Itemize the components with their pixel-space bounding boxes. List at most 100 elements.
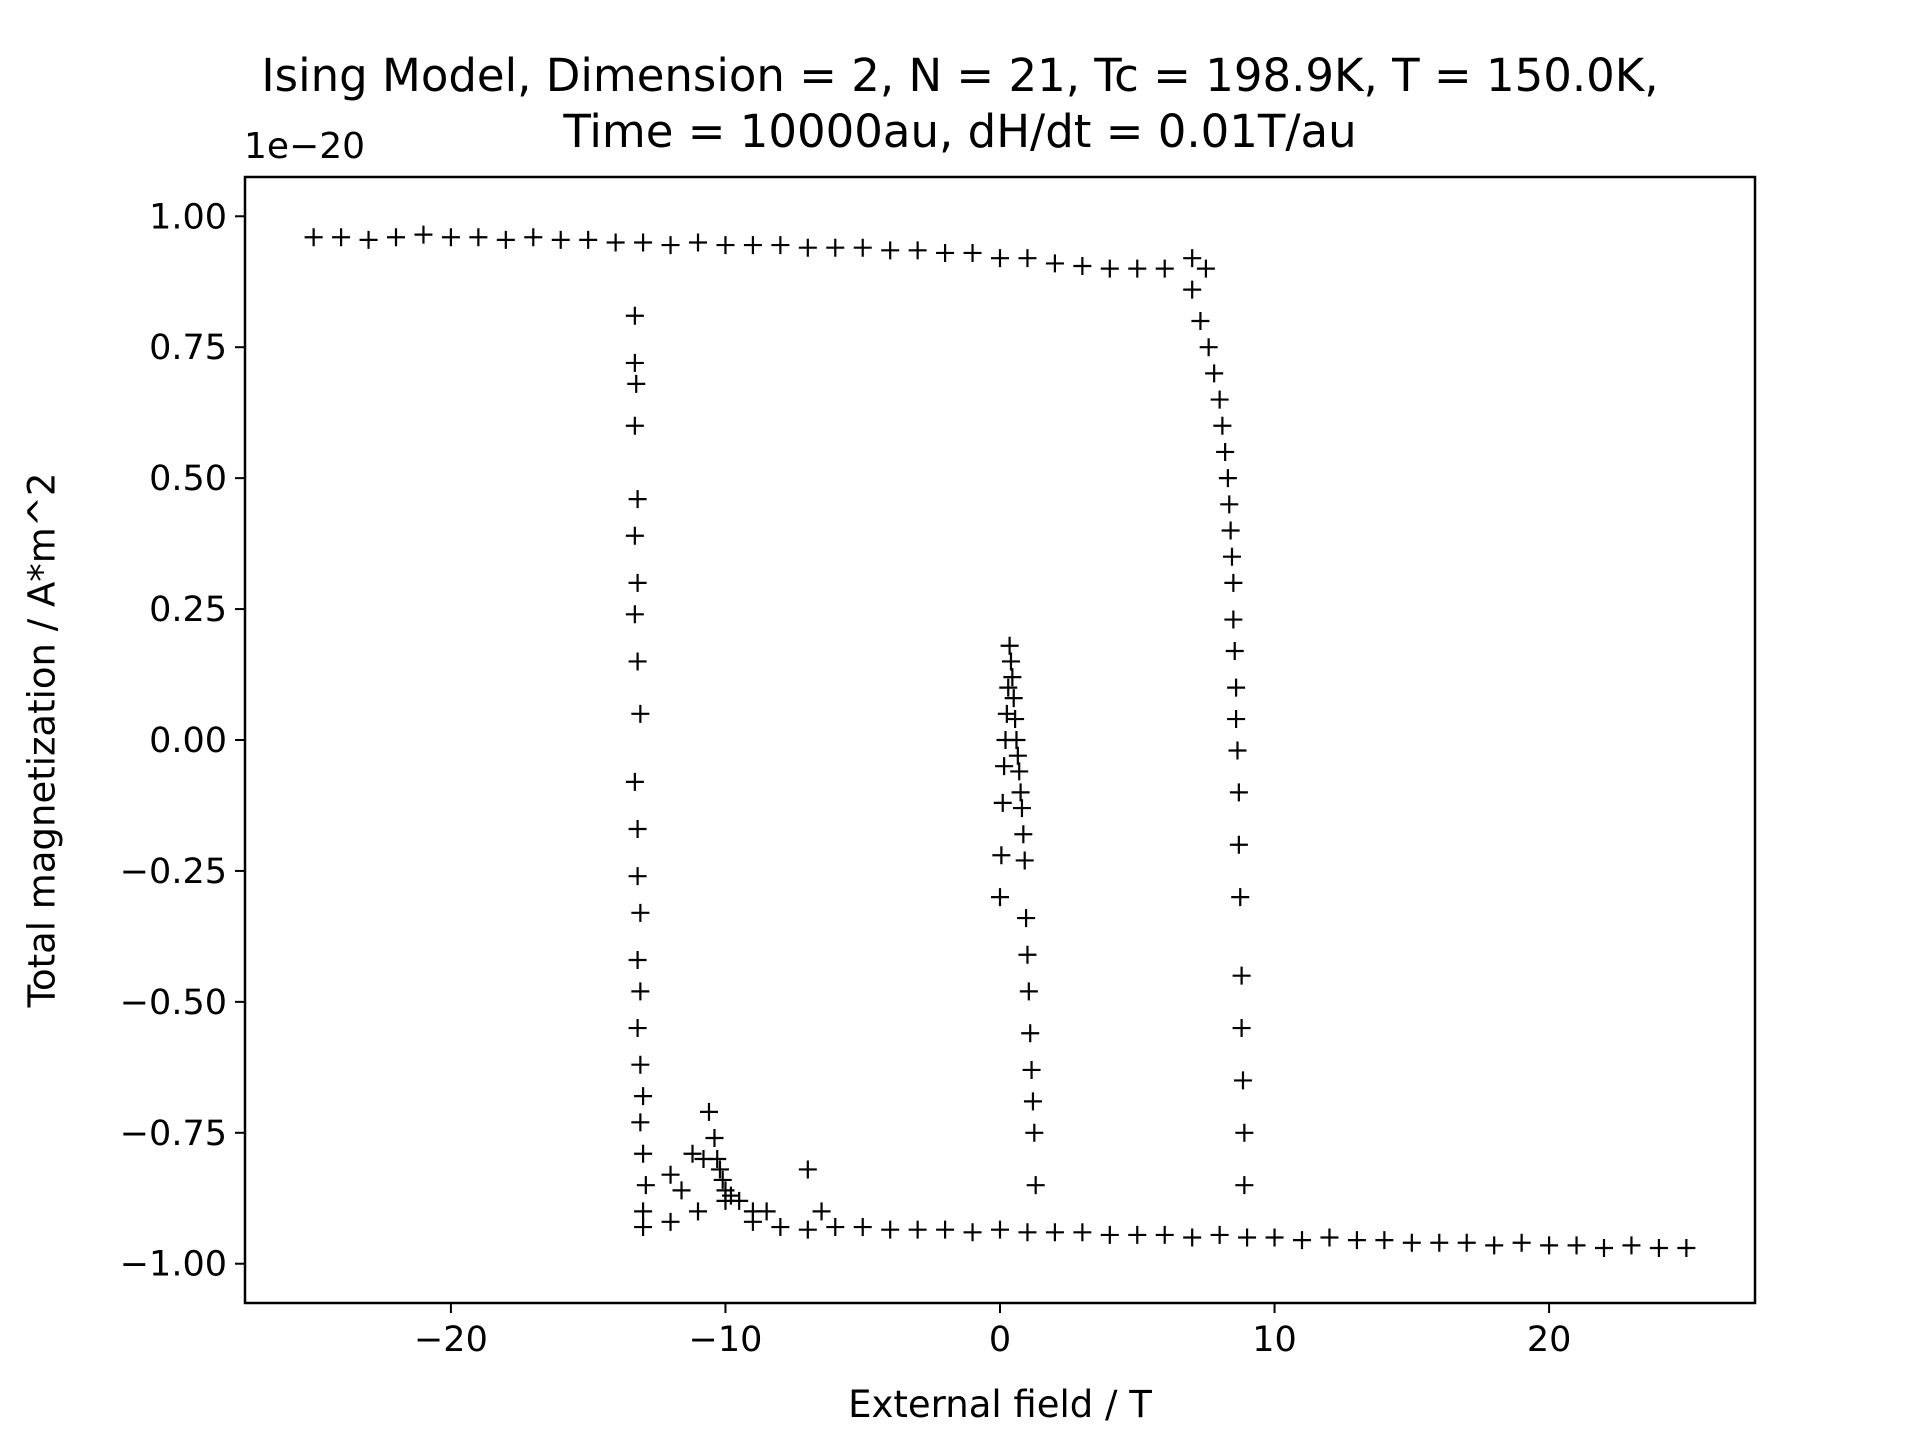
data-marker	[1022, 1060, 1041, 1079]
data-marker	[1232, 1019, 1251, 1038]
data-marker	[1222, 547, 1241, 566]
data-marker	[963, 243, 982, 262]
data-marker	[936, 1220, 955, 1239]
data-marker	[1025, 1123, 1044, 1142]
data-marker	[1012, 799, 1031, 818]
data-marker	[1567, 1236, 1586, 1255]
data-marker	[628, 820, 647, 839]
data-marker	[634, 1218, 653, 1237]
data-marker	[1213, 416, 1232, 435]
data-marker	[689, 1202, 707, 1221]
data-marker	[1216, 442, 1235, 461]
data-marker	[812, 1202, 831, 1221]
data-marker	[628, 867, 647, 886]
data-marker	[853, 238, 872, 257]
data-marker	[1231, 888, 1250, 907]
data-marker	[1540, 1236, 1559, 1255]
data-marker	[524, 228, 543, 247]
y-tick-label: −1.00	[120, 1245, 227, 1285]
data-marker	[1218, 469, 1237, 488]
data-marker	[1045, 254, 1064, 273]
data-marker	[991, 888, 1009, 907]
data-marker	[1224, 573, 1243, 592]
data-marker	[625, 306, 644, 325]
data-marker	[710, 1160, 729, 1179]
data-marker	[1019, 982, 1038, 1001]
data-marker	[1235, 1123, 1254, 1142]
data-marker	[1073, 1223, 1092, 1242]
data-marker	[798, 1160, 817, 1179]
data-marker	[672, 1181, 691, 1200]
data-marker	[1008, 746, 1027, 765]
x-axis: −20 −10 0 10 20	[414, 1303, 1571, 1360]
data-marker	[1227, 678, 1246, 697]
data-marker	[1232, 966, 1251, 985]
data-marker	[1220, 495, 1239, 514]
x-axis-label: External field / T	[848, 1383, 1152, 1426]
data-marker	[387, 228, 405, 247]
data-marker	[1402, 1233, 1421, 1252]
data-marker	[634, 1087, 653, 1106]
data-marker	[441, 228, 460, 247]
x-tick-label: 10	[1252, 1320, 1297, 1360]
data-marker	[1003, 668, 1022, 687]
data-marker	[469, 228, 488, 247]
data-marker	[1100, 1225, 1119, 1244]
y-axis-label: Total magnetization / A*m^2	[19, 472, 63, 1008]
data-marker	[1238, 1228, 1257, 1247]
data-marker	[661, 1165, 680, 1184]
chart-title-line-2: Time = 10000au, dH/dt = 0.01T/au	[563, 105, 1357, 158]
data-marker	[716, 236, 735, 255]
data-marker	[628, 1019, 647, 1038]
data-marker	[1023, 1092, 1042, 1111]
data-marker	[1229, 783, 1248, 802]
data-marker	[661, 236, 680, 255]
data-marker	[625, 605, 644, 624]
data-marker	[628, 652, 647, 671]
y-tick-label: −0.50	[120, 983, 227, 1023]
data-marker	[1191, 312, 1210, 331]
data-marker	[579, 230, 598, 249]
data-markers	[304, 225, 1696, 1258]
data-marker	[636, 1176, 655, 1195]
data-marker	[1265, 1228, 1284, 1247]
marker-series-3	[625, 306, 655, 1221]
data-marker	[689, 233, 707, 252]
data-marker	[713, 1170, 732, 1189]
data-marker	[1225, 641, 1244, 660]
marker-series-2	[634, 1191, 1696, 1258]
y-tick-label: 0.50	[149, 459, 227, 499]
data-marker	[606, 233, 625, 252]
data-marker	[991, 1220, 1009, 1239]
data-marker	[798, 1220, 817, 1239]
data-marker	[1347, 1231, 1366, 1250]
data-marker	[798, 238, 817, 257]
data-marker	[631, 704, 650, 723]
data-marker	[1006, 710, 1025, 729]
data-marker	[1155, 259, 1174, 278]
marker-series-0	[304, 225, 1215, 278]
data-marker	[332, 228, 351, 247]
data-marker	[1011, 783, 1030, 802]
data-marker	[1017, 909, 1036, 928]
data-marker	[1677, 1239, 1696, 1258]
data-marker	[631, 1113, 650, 1132]
data-marker	[1595, 1239, 1613, 1258]
marker-series-4	[661, 1102, 831, 1221]
data-marker	[1229, 835, 1248, 854]
data-marker	[826, 238, 845, 257]
data-marker	[1228, 741, 1247, 760]
data-marker	[992, 846, 1011, 865]
data-marker	[995, 757, 1014, 776]
data-marker	[771, 236, 790, 255]
data-marker	[993, 793, 1012, 812]
data-marker	[936, 243, 955, 262]
data-marker	[359, 230, 378, 249]
data-marker	[1021, 1024, 1040, 1043]
data-marker	[1205, 364, 1224, 383]
data-marker	[1014, 825, 1033, 844]
data-marker	[628, 573, 647, 592]
data-marker	[908, 1220, 927, 1239]
data-marker	[1183, 249, 1202, 268]
marker-series-5	[991, 636, 1045, 1195]
